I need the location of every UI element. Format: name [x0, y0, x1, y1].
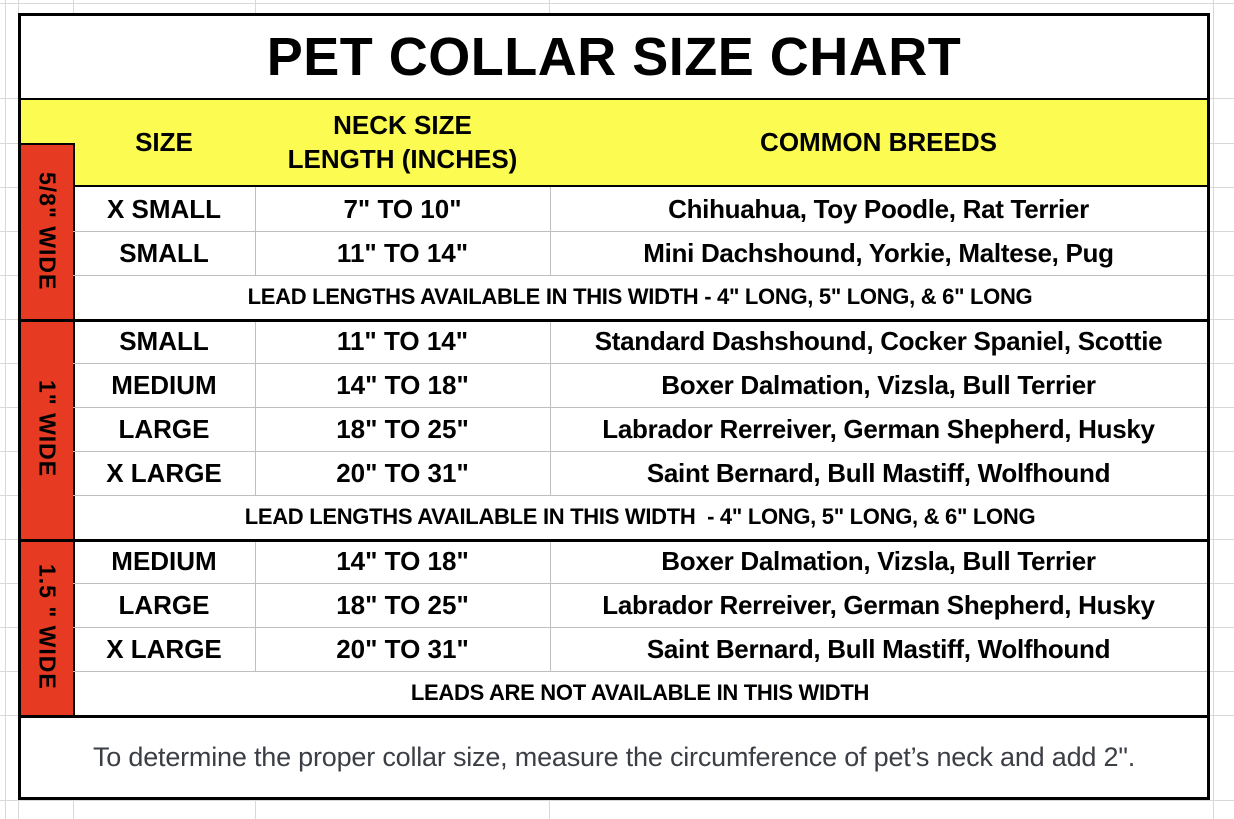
gridline-v [5, 0, 6, 819]
breeds-cell: Labrador Rerreiver, German Shepherd, Hus… [602, 413, 1155, 444]
neck-cell: 18" TO 25" [336, 589, 469, 620]
lead-length-note-2: LEAD LENGTHS AVAILABLE IN THIS WIDTH - 4… [244, 504, 1036, 529]
page-title: PET COLLAR SIZE CHART [266, 27, 962, 87]
width-column-top-border [21, 143, 73, 145]
width-label-5-8: 5/8" WIDE [34, 171, 61, 291]
column-divider [550, 187, 551, 275]
neck-cell: 18" TO 25" [336, 413, 469, 444]
table-row: SMALL 11" TO 14" Standard Dashshound, Co… [73, 319, 1207, 363]
table-row: MEDIUM 14" TO 18" Boxer Dalmation, Vizsl… [73, 363, 1207, 407]
row-divider [73, 231, 1207, 232]
common-breeds-header-label: COMMON BREEDS [760, 126, 997, 157]
size-cell: MEDIUM [111, 369, 217, 400]
row-divider [73, 583, 1207, 584]
row-divider [73, 407, 1207, 408]
table-row: X LARGE 20" TO 31" Saint Bernard, Bull M… [73, 451, 1207, 495]
width-label-1: 1" WIDE [34, 380, 61, 478]
header-bottom-border [21, 185, 1207, 187]
breeds-cell: Boxer Dalmation, Vizsla, Bull Terrier [661, 545, 1096, 576]
breeds-cell: Mini Dachshound, Yorkie, Maltese, Pug [643, 237, 1114, 268]
width-label-1-5: 1.5 " WIDE [34, 564, 61, 690]
row-divider [73, 495, 1207, 496]
width-column-right-border [73, 143, 75, 715]
row-divider [73, 363, 1207, 364]
column-header-neck-size: NECK SIZE LENGTH (INCHES) [255, 100, 550, 185]
neck-cell: 7" TO 10" [343, 193, 462, 224]
neck-cell: 11" TO 14" [336, 325, 469, 356]
breeds-cell: Boxer Dalmation, Vizsla, Bull Terrier [661, 369, 1096, 400]
table-row: MEDIUM 14" TO 18" Boxer Dalmation, Vizsl… [73, 539, 1207, 583]
no-leads-note: LEADS ARE NOT AVAILABLE IN THIS WIDTH [410, 680, 870, 705]
width-cell-1-wide: 1" WIDE [21, 319, 73, 539]
column-header-common-breeds: COMMON BREEDS [550, 100, 1207, 185]
column-header-size: SIZE [73, 100, 255, 185]
measurement-instructions: To determine the proper collar size, mea… [92, 742, 1136, 772]
row-divider [73, 671, 1207, 672]
table-row: LARGE 18" TO 25" Labrador Rerreiver, Ger… [73, 583, 1207, 627]
column-divider [550, 539, 551, 671]
column-divider [255, 539, 256, 671]
column-divider [255, 319, 256, 495]
neck-size-header-line2: LENGTH (INCHES) [287, 143, 518, 174]
neck-cell: 20" TO 31" [336, 457, 469, 488]
neck-cell: 20" TO 31" [336, 633, 469, 664]
size-cell: X LARGE [106, 457, 222, 488]
breeds-cell: Chihuahua, Toy Poodle, Rat Terrier [668, 193, 1089, 224]
gridline-h [0, 800, 1234, 801]
row-divider [73, 275, 1207, 276]
breeds-cell: Standard Dashshound, Cocker Spaniel, Sco… [594, 325, 1163, 356]
neck-size-header-line1: NECK SIZE [333, 109, 472, 140]
column-divider [255, 187, 256, 275]
section-separator [21, 539, 1207, 542]
title-bottom-border [21, 98, 1207, 100]
gridline-h [0, 3, 1234, 4]
row-divider [73, 627, 1207, 628]
section-separator [21, 319, 1207, 322]
column-divider [550, 319, 551, 495]
size-cell: MEDIUM [111, 545, 217, 576]
lead-length-note-1: LEAD LENGTHS AVAILABLE IN THIS WIDTH - 4… [247, 284, 1033, 309]
size-chart-table: PET COLLAR SIZE CHART SIZE NECK SIZE LEN… [18, 13, 1210, 800]
width-cell-1-5-wide: 1.5 " WIDE [21, 539, 73, 715]
breeds-cell: Labrador Rerreiver, German Shepherd, Hus… [602, 589, 1155, 620]
table-row: X LARGE 20" TO 31" Saint Bernard, Bull M… [73, 627, 1207, 671]
gridline-v [1213, 0, 1214, 819]
neck-cell: 14" TO 18" [336, 369, 469, 400]
table-row: X SMALL 7" TO 10" Chihuahua, Toy Poodle,… [73, 187, 1207, 231]
section-separator [21, 715, 1207, 718]
table-row: SMALL 11" TO 14" Mini Dachshound, Yorkie… [73, 231, 1207, 275]
neck-cell: 14" TO 18" [336, 545, 469, 576]
header-row-background [21, 100, 1207, 185]
size-cell: X LARGE [106, 633, 222, 664]
size-cell: SMALL [119, 237, 209, 268]
row-divider [73, 451, 1207, 452]
size-cell: LARGE [118, 413, 210, 444]
width-cell-5-8-wide: 5/8" WIDE [21, 143, 73, 319]
size-cell: LARGE [118, 589, 210, 620]
size-cell: SMALL [119, 325, 209, 356]
size-header-label: SIZE [135, 126, 193, 157]
size-cell: X SMALL [106, 193, 222, 224]
breeds-cell: Saint Bernard, Bull Mastiff, Wolfhound [646, 457, 1111, 488]
breeds-cell: Saint Bernard, Bull Mastiff, Wolfhound [646, 633, 1111, 664]
neck-cell: 11" TO 14" [336, 237, 469, 268]
table-row: LARGE 18" TO 25" Labrador Rerreiver, Ger… [73, 407, 1207, 451]
